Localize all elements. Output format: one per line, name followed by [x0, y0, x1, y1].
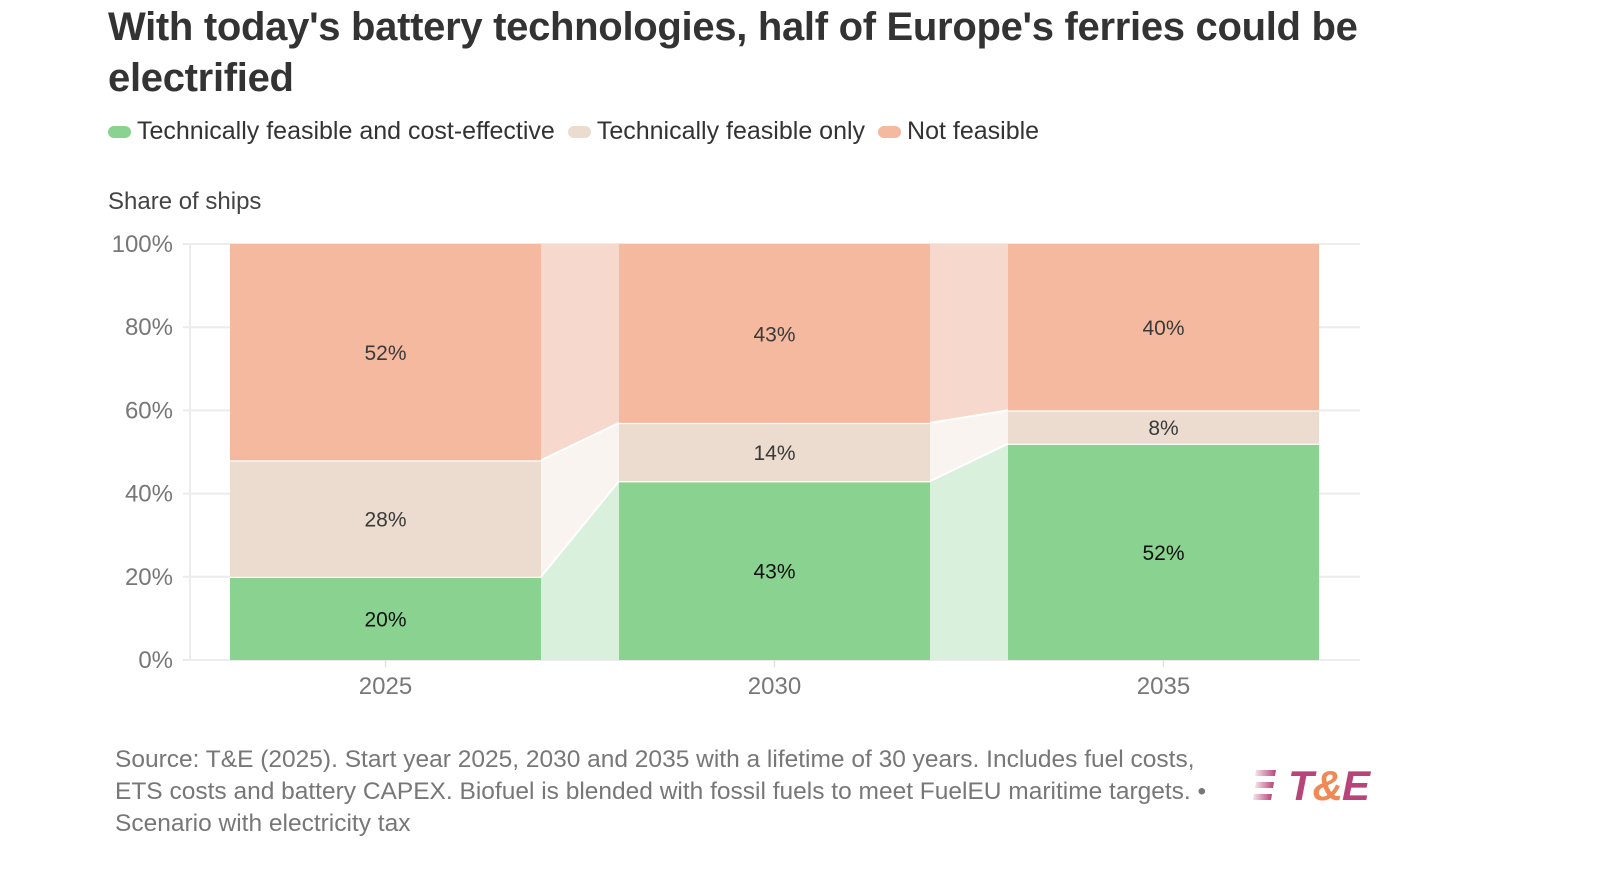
logo-t: T [1288, 762, 1314, 809]
axes: 0% 20% 40% 60% 80% 100% 2025 2030 2035 [112, 231, 1191, 700]
connector-separator [929, 442, 1009, 483]
bar-segment [1008, 244, 1319, 411]
data-label: 52% [364, 342, 406, 365]
legend-item-not-feasible[interactable]: Not feasible [878, 117, 1039, 146]
x-tick-label: 2030 [748, 673, 801, 700]
data-label: 28% [364, 509, 406, 532]
logo-text: T&E [1288, 762, 1370, 810]
legend: Technically feasible and cost-effective … [108, 117, 1052, 146]
y-tick-label: 0% [138, 647, 173, 674]
connector-bands [540, 244, 1009, 660]
legend-swatch-cost-effective [108, 125, 131, 138]
data-label: 52% [1142, 542, 1184, 565]
data-label: 43% [753, 323, 795, 346]
x-tick-label: 2025 [359, 673, 412, 700]
bar-segment [619, 244, 930, 423]
chart-title: With today's battery technologies, half … [108, 5, 1358, 100]
data-label: 40% [1142, 317, 1184, 340]
connector-band [541, 481, 619, 660]
bar-segment [1008, 443, 1319, 660]
legend-label-feasible-only: Technically feasible only [596, 117, 866, 145]
connector-band [930, 410, 1008, 482]
connector-separator [540, 480, 620, 578]
y-tick-label: 100% [112, 231, 173, 258]
connector-separator [929, 409, 1009, 424]
data-label: 8% [1148, 417, 1178, 440]
connector-band [930, 443, 1008, 660]
logo-ampersand: & [1312, 762, 1343, 809]
bar-segment [1008, 410, 1319, 444]
data-labels: 20% 28% 52% 43% 14% 43% 52% 8% 40% [364, 317, 1184, 631]
bar-segment [230, 460, 541, 577]
source-note: Source: T&E (2025). Start year 2025, 203… [115, 746, 1207, 837]
data-label: 43% [753, 561, 795, 584]
data-label: 20% [364, 608, 406, 631]
bar-segment [230, 244, 541, 461]
bars [230, 244, 1319, 660]
connector-band [930, 244, 1008, 423]
connector-separator [540, 421, 620, 462]
bar-segment [619, 422, 930, 482]
logo-e: E [1342, 762, 1370, 809]
legend-item-feasible-only[interactable]: Technically feasible only [567, 117, 866, 146]
bar-segment [619, 481, 930, 660]
connector-band [541, 244, 619, 461]
bar-segment [230, 576, 541, 660]
y-tick-label: 20% [125, 564, 173, 591]
te-logo[interactable]: T&E [1252, 762, 1370, 810]
legend-swatch-feasible-only [567, 125, 591, 138]
y-tick-label: 80% [125, 314, 173, 341]
data-label: 14% [753, 442, 795, 465]
y-axis-title: Share of ships [108, 188, 262, 215]
connector-band [541, 422, 619, 577]
legend-label-not-feasible: Not feasible [907, 117, 1040, 145]
legend-swatch-not-feasible [878, 125, 902, 138]
legend-label-cost-effective: Technically feasible and cost-effective [137, 117, 555, 145]
legend-item-cost-effective[interactable]: Technically feasible and cost-effective [108, 117, 555, 146]
x-tick-label: 2035 [1137, 673, 1190, 700]
speed-lines-icon [1253, 770, 1276, 800]
y-tick-label: 40% [125, 481, 173, 508]
y-tick-label: 60% [125, 397, 173, 424]
